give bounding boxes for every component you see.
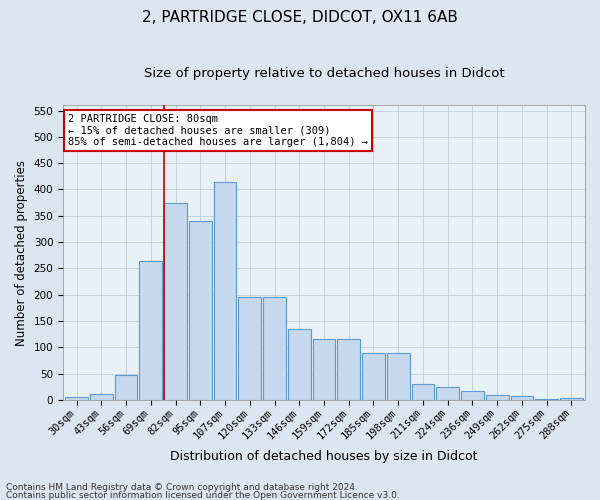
Bar bbox=[486, 394, 509, 400]
Bar bbox=[288, 329, 311, 400]
Bar bbox=[214, 182, 236, 400]
Y-axis label: Number of detached properties: Number of detached properties bbox=[15, 160, 28, 346]
Title: Size of property relative to detached houses in Didcot: Size of property relative to detached ho… bbox=[144, 68, 505, 80]
Text: Contains public sector information licensed under the Open Government Licence v3: Contains public sector information licen… bbox=[6, 490, 400, 500]
Bar bbox=[65, 398, 88, 400]
Bar bbox=[412, 384, 434, 400]
Bar bbox=[189, 221, 212, 400]
Text: 2, PARTRIDGE CLOSE, DIDCOT, OX11 6AB: 2, PARTRIDGE CLOSE, DIDCOT, OX11 6AB bbox=[142, 10, 458, 25]
Bar bbox=[560, 398, 583, 400]
Bar bbox=[535, 399, 558, 400]
Bar bbox=[337, 340, 360, 400]
Bar bbox=[238, 298, 261, 400]
Bar bbox=[362, 352, 385, 400]
Bar bbox=[461, 391, 484, 400]
Bar bbox=[436, 387, 459, 400]
Bar bbox=[139, 260, 162, 400]
Bar bbox=[387, 352, 410, 400]
Text: Contains HM Land Registry data © Crown copyright and database right 2024.: Contains HM Land Registry data © Crown c… bbox=[6, 484, 358, 492]
Bar bbox=[263, 298, 286, 400]
Bar bbox=[313, 340, 335, 400]
Text: 2 PARTRIDGE CLOSE: 80sqm
← 15% of detached houses are smaller (309)
85% of semi-: 2 PARTRIDGE CLOSE: 80sqm ← 15% of detach… bbox=[68, 114, 368, 148]
Bar bbox=[115, 374, 137, 400]
Bar bbox=[90, 394, 113, 400]
X-axis label: Distribution of detached houses by size in Didcot: Distribution of detached houses by size … bbox=[170, 450, 478, 462]
Bar bbox=[511, 396, 533, 400]
Bar bbox=[164, 202, 187, 400]
